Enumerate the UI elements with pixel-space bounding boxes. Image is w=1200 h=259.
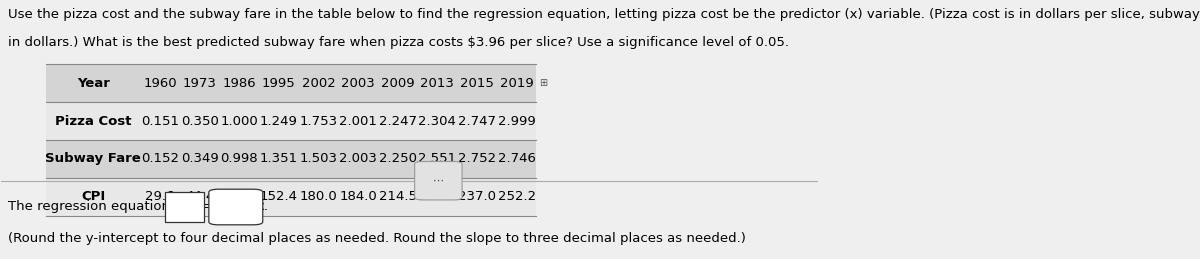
Text: 1.351: 1.351 [260, 153, 298, 166]
Text: 0.151: 0.151 [142, 114, 179, 127]
Text: 0.998: 0.998 [221, 153, 258, 166]
Text: 252.2: 252.2 [498, 190, 535, 203]
Text: 1.000: 1.000 [221, 114, 258, 127]
Text: 2.747: 2.747 [458, 114, 496, 127]
Text: 2.247: 2.247 [379, 114, 416, 127]
Text: 0.350: 0.350 [181, 114, 218, 127]
FancyBboxPatch shape [47, 178, 536, 216]
Text: ⊞: ⊞ [539, 78, 547, 88]
Text: 109.6: 109.6 [221, 190, 258, 203]
Text: 214.5: 214.5 [379, 190, 416, 203]
Text: x.: x. [257, 200, 269, 213]
Text: 152.4: 152.4 [260, 190, 298, 203]
Text: 237.0: 237.0 [458, 190, 496, 203]
Text: 1.753: 1.753 [300, 114, 337, 127]
Text: 2.001: 2.001 [340, 114, 377, 127]
Text: 1.503: 1.503 [300, 153, 337, 166]
Text: Use the pizza cost and the subway fare in the table below to find the regression: Use the pizza cost and the subway fare i… [8, 8, 1200, 21]
Text: 44.4: 44.4 [185, 190, 215, 203]
FancyBboxPatch shape [209, 189, 263, 225]
Text: 2009: 2009 [380, 77, 414, 90]
Text: 2013: 2013 [420, 77, 455, 90]
Text: Subway Fare: Subway Fare [46, 153, 142, 166]
FancyBboxPatch shape [47, 140, 536, 178]
Text: 2.746: 2.746 [498, 153, 535, 166]
Text: 1995: 1995 [262, 77, 295, 90]
Text: in dollars.) What is the best predicted subway fare when pizza costs $3.96 per s: in dollars.) What is the best predicted … [8, 36, 788, 49]
Text: Year: Year [77, 77, 109, 90]
FancyBboxPatch shape [415, 162, 462, 200]
Text: 2.752: 2.752 [458, 153, 496, 166]
FancyBboxPatch shape [47, 64, 536, 102]
Text: 1960: 1960 [143, 77, 176, 90]
Text: 233.0: 233.0 [419, 190, 456, 203]
Text: (Round the y-intercept to four decimal places as needed. Round the slope to thre: (Round the y-intercept to four decimal p… [8, 232, 745, 245]
Text: 2019: 2019 [499, 77, 534, 90]
Text: 29.6: 29.6 [145, 190, 175, 203]
Text: ⋯: ⋯ [433, 176, 444, 186]
Text: CPI: CPI [82, 190, 106, 203]
Text: 1973: 1973 [182, 77, 217, 90]
Text: 2.999: 2.999 [498, 114, 535, 127]
Text: The regression equation is ŷ̂ =: The regression equation is ŷ̂ = [8, 200, 212, 213]
FancyBboxPatch shape [164, 192, 204, 222]
Text: 2015: 2015 [460, 77, 494, 90]
Text: +: + [208, 200, 218, 213]
Text: 2.304: 2.304 [419, 114, 456, 127]
Text: 2002: 2002 [301, 77, 335, 90]
Text: 180.0: 180.0 [300, 190, 337, 203]
Text: 1986: 1986 [222, 77, 256, 90]
Text: 2003: 2003 [341, 77, 374, 90]
Text: 2.551: 2.551 [419, 153, 456, 166]
FancyBboxPatch shape [47, 102, 536, 140]
Text: Pizza Cost: Pizza Cost [55, 114, 132, 127]
Text: 2.003: 2.003 [340, 153, 377, 166]
Text: 0.349: 0.349 [181, 153, 218, 166]
Text: 184.0: 184.0 [340, 190, 377, 203]
Text: 0.152: 0.152 [142, 153, 179, 166]
Text: 2.250: 2.250 [379, 153, 416, 166]
Text: 1.249: 1.249 [260, 114, 298, 127]
